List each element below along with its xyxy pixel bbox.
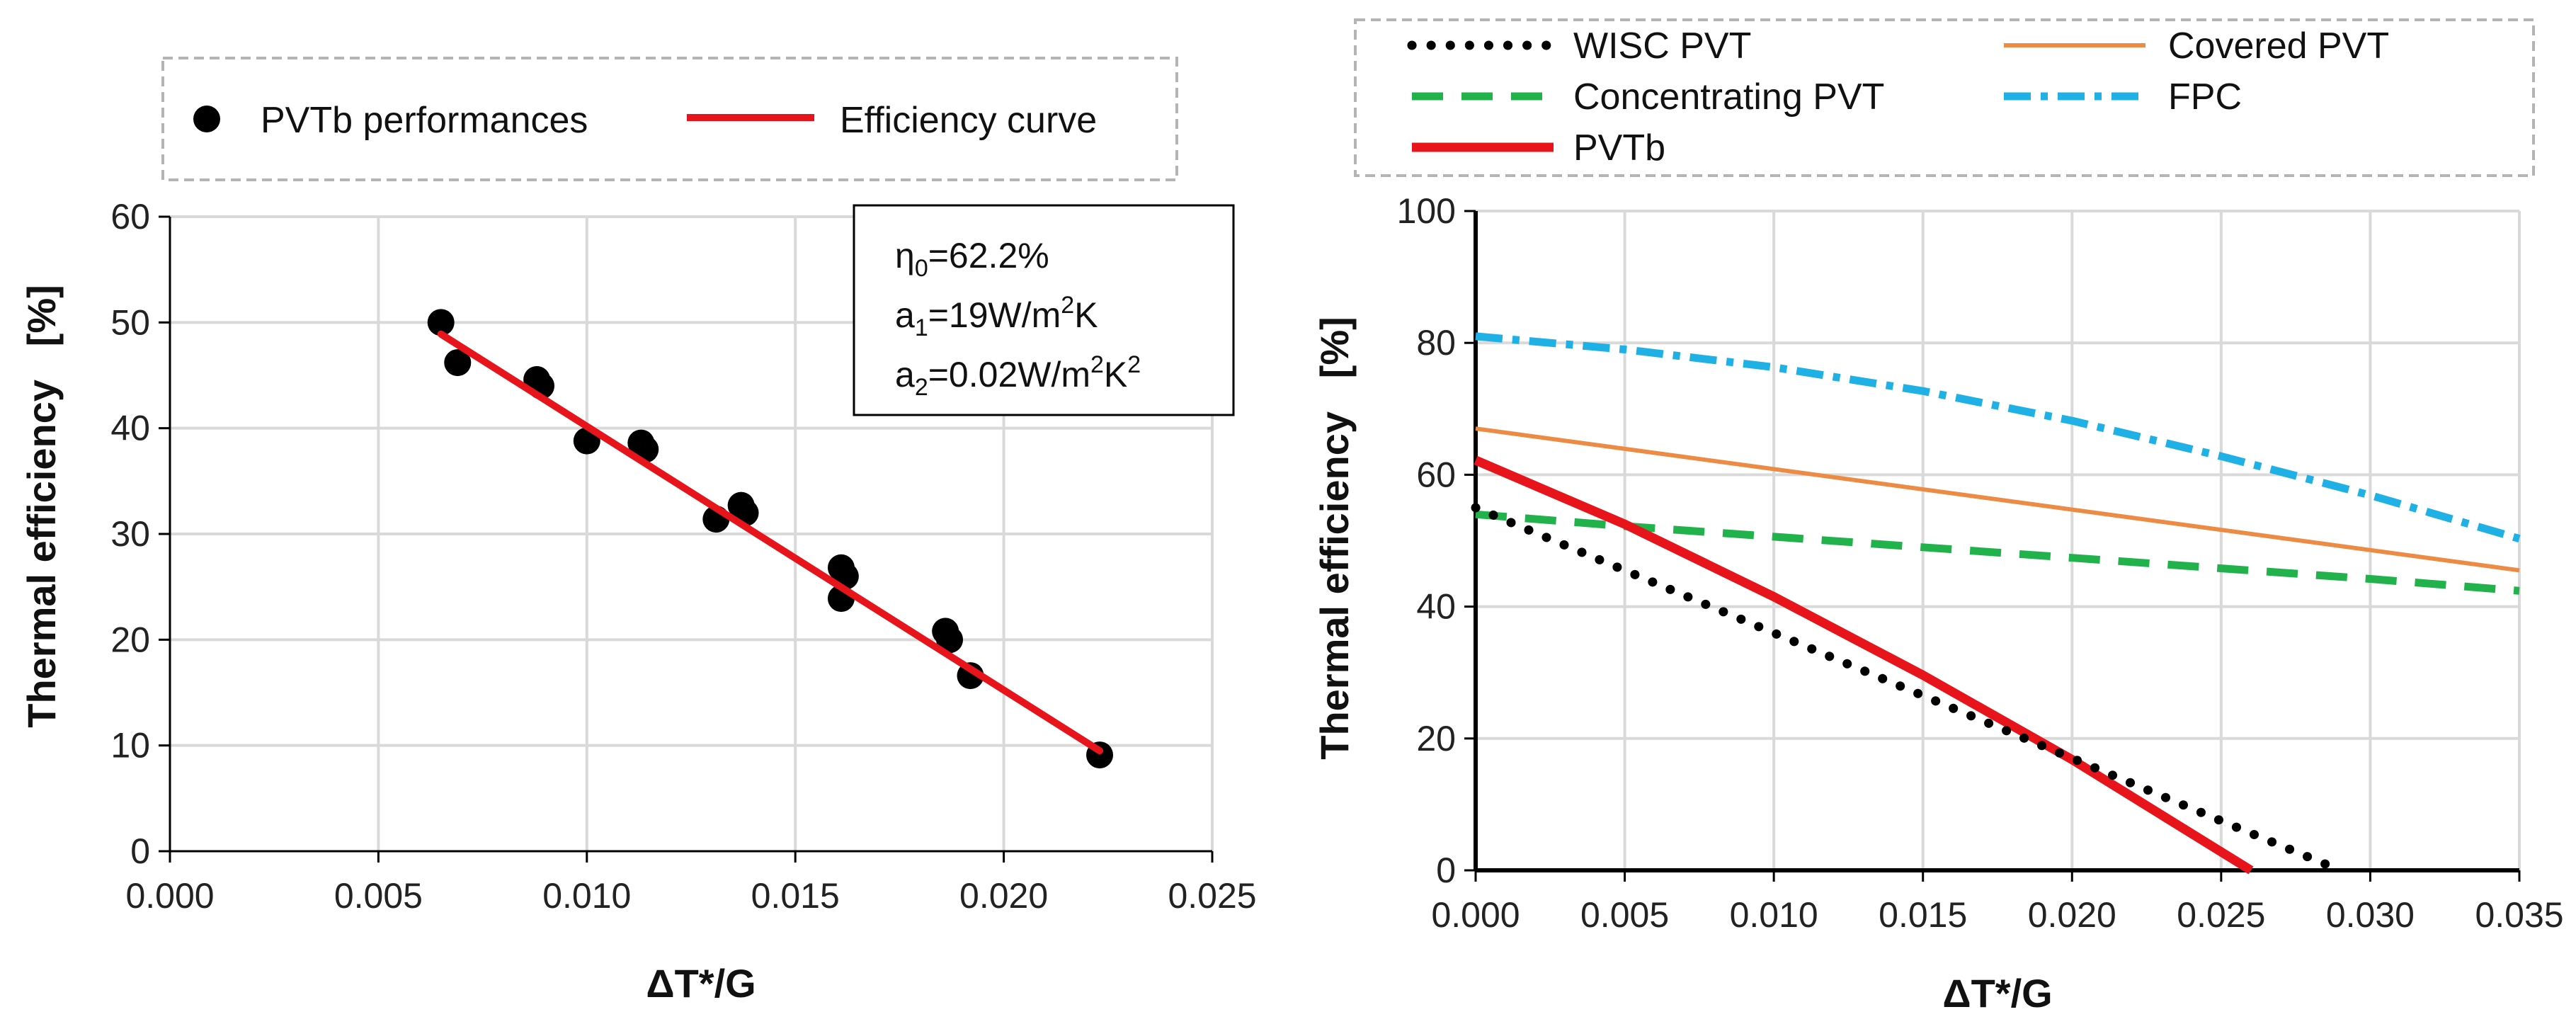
covered-pvt-series-line [1475, 426, 2520, 573]
left-y-ticks: 0 10 20 30 40 50 60 [110, 197, 150, 871]
legend-covered-label: Covered PVT [2168, 25, 2389, 67]
left-x-axis-title: ΔT*/G [646, 961, 756, 1006]
left-chart: PVTb performances Efficiency curve 0 10 20… [19, 57, 1257, 1006]
y-tick-label: 40 [110, 409, 150, 448]
y-tick-label: 60 [1416, 455, 1456, 494]
x-tick-label: 0.000 [125, 876, 214, 916]
legend-points-marker [193, 106, 220, 132]
right-legend-box [1354, 18, 2535, 177]
x-tick-label: 0.030 [2326, 895, 2415, 935]
right-x-axis-title: ΔT*/G [1942, 971, 2052, 1016]
x-tick-label: 0.005 [1580, 895, 1669, 935]
legend-wisc-label: WISC PVT [1573, 25, 1751, 67]
y-tick-label: 20 [1416, 719, 1456, 758]
left-y-axis-title: Thermal efficiency [%] [19, 285, 64, 728]
data-point [936, 626, 964, 654]
parameter-box [853, 204, 1235, 416]
right-axes [1464, 210, 2521, 882]
x-tick-label: 0.015 [751, 876, 840, 916]
y-tick-label: 80 [1416, 323, 1456, 363]
y-tick-label: 0 [130, 831, 150, 871]
legend-points-label: PVTb performances [261, 100, 588, 141]
right-grid [1476, 210, 2521, 870]
x-tick-label: 0.025 [1168, 876, 1256, 916]
x-tick-label: 0.035 [2475, 895, 2563, 935]
x-tick-label: 0.000 [1431, 895, 1520, 935]
a1-annotation: a1=19W/m2K [895, 292, 1098, 341]
x-tick-label: 0.020 [959, 876, 1048, 916]
concentrating-pvt-series-line [1475, 510, 2520, 595]
y-tick-label: 10 [110, 726, 150, 766]
legend-pvtb-label: PVTb [1573, 127, 1665, 169]
x-tick-label: 0.010 [542, 876, 631, 916]
right-marks [1471, 332, 2521, 875]
x-tick-label: 0.015 [1879, 895, 1967, 935]
x-tick-label: 0.005 [334, 876, 423, 916]
wisc-pvt-series-line [1471, 503, 2345, 875]
left-x-ticks: 0.000 0.005 0.010 0.015 0.020 0.025 [125, 876, 1256, 916]
data-point [427, 309, 455, 336]
legend-concentrating-label: Concentrating PVT [1573, 76, 1884, 118]
left-legend-box [161, 57, 1178, 181]
y-tick-label: 20 [110, 620, 150, 659]
y-tick-label: 30 [110, 514, 150, 554]
fpc-series-line [1475, 332, 2521, 542]
y-tick-label: 40 [1416, 587, 1456, 627]
a2-annotation: a2=0.02W/m2K2 [895, 351, 1141, 401]
y-tick-label: 100 [1397, 191, 1456, 231]
right-y-axis-title: Thermal efficiency [%] [1312, 317, 1357, 760]
legend-fpc-label: FPC [2168, 76, 2242, 118]
left-axes [159, 215, 1214, 863]
pvtb-series-line [1474, 455, 2254, 875]
left-marks [427, 309, 1114, 769]
right-x-ticks: 0.000 0.005 0.010 0.015 0.020 0.025 0.030 0.035 [1431, 895, 2563, 935]
right-chart: WISC PVT Covered PVT Concentrating PVT F… [1312, 18, 2564, 1016]
legend-curve-label: Efficiency curve [840, 100, 1097, 141]
y-tick-label: 50 [110, 302, 150, 342]
y-tick-label: 60 [110, 197, 150, 237]
x-tick-label: 0.010 [1730, 895, 1818, 935]
data-point [957, 662, 984, 690]
efficiency-curve-line [437, 330, 1104, 755]
x-tick-label: 0.025 [2177, 895, 2265, 935]
x-tick-label: 0.020 [2028, 895, 2116, 935]
right-y-ticks: 0 20 40 60 80 100 [1397, 191, 1456, 890]
data-point [444, 349, 472, 377]
y-tick-label: 0 [1436, 851, 1456, 890]
eta0-annotation: η0=62.2% [895, 236, 1049, 282]
